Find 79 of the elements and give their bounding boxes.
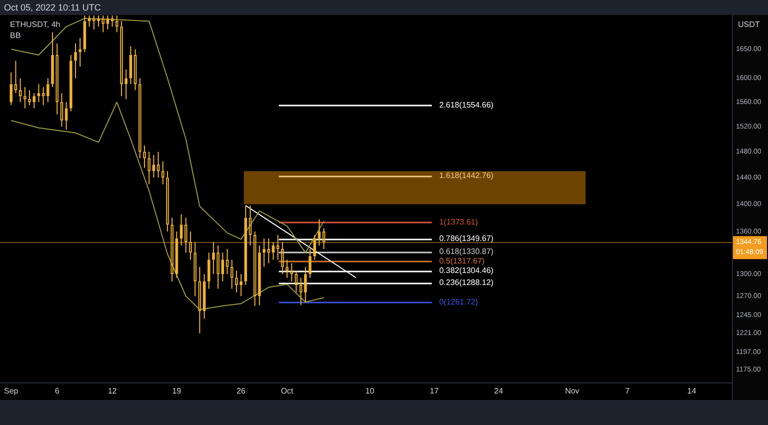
candlestick xyxy=(294,270,298,293)
candlestick xyxy=(162,160,164,185)
candlestick xyxy=(37,84,40,103)
candlestick xyxy=(60,92,64,128)
candlestick xyxy=(64,102,68,130)
ref-line-label: 0.618(1330.87) xyxy=(439,247,494,256)
x-tick-label: 12 xyxy=(108,386,118,396)
ref-line-label: 0.236(1288.12) xyxy=(439,278,494,287)
candlestick xyxy=(290,262,294,282)
candlestick xyxy=(46,78,50,103)
candlestick xyxy=(78,37,82,68)
candlestick xyxy=(175,231,178,278)
x-tick-label: 19 xyxy=(172,386,182,396)
candlestick xyxy=(184,217,188,254)
candlestick xyxy=(83,15,86,53)
candlestick xyxy=(248,205,252,246)
x-tick-label: 17 xyxy=(430,386,440,396)
annotation: BB xyxy=(10,31,21,40)
candlestick xyxy=(322,228,326,250)
y-axis-title: USDT xyxy=(738,20,760,30)
x-tick-label: 7 xyxy=(625,386,630,396)
candlestick xyxy=(276,234,280,260)
candlestick xyxy=(308,248,312,278)
x-tick-label: 10 xyxy=(365,386,375,396)
ref-line-label: 0(1261.72) xyxy=(439,298,478,307)
candlestick xyxy=(226,248,229,275)
candlestick xyxy=(24,86,26,109)
candlestick xyxy=(258,245,261,306)
ref-line-label: 1.618(1442.76) xyxy=(439,171,494,180)
chart-subtitle: Oct 05, 2022 10:11 UTC xyxy=(4,2,102,12)
candlestick xyxy=(18,78,22,103)
candlestick xyxy=(42,86,45,106)
candlestick xyxy=(221,252,224,282)
ref-line-label: 0.5(1317.67) xyxy=(439,256,485,266)
candlestick xyxy=(134,48,137,91)
candlestick xyxy=(166,170,169,232)
candlestick xyxy=(14,60,18,94)
ref-line-label: 1(1373.61) xyxy=(439,217,478,226)
candlestick xyxy=(156,151,160,178)
candlestick xyxy=(129,46,132,85)
candlestick xyxy=(272,242,275,260)
candlestick xyxy=(244,205,248,286)
candlestick xyxy=(281,242,284,275)
ref-line-label: 2.618(1554.66) xyxy=(439,100,494,110)
x-tick-label: 26 xyxy=(236,386,246,396)
candlestick xyxy=(180,214,183,246)
candlestick xyxy=(202,274,206,320)
candlestick xyxy=(74,43,77,79)
candlestick xyxy=(189,231,192,260)
x-tick-label: 24 xyxy=(494,386,504,396)
candlestick xyxy=(299,277,302,306)
candlestick xyxy=(230,259,234,290)
candlestick xyxy=(152,154,156,178)
candlestick xyxy=(70,54,72,112)
candlestick xyxy=(143,144,146,168)
candlestick xyxy=(10,72,12,106)
candlestick xyxy=(106,15,110,30)
candlestick xyxy=(198,266,202,334)
ref-line-label: 0.786(1349.67) xyxy=(439,234,494,243)
ref-line-label: 0.382(1304.46) xyxy=(439,266,494,276)
candlestick xyxy=(267,238,270,264)
candlestick xyxy=(253,231,256,306)
candlestick xyxy=(170,217,174,282)
candlestick xyxy=(116,15,118,33)
candlestick xyxy=(318,218,321,246)
candlestick xyxy=(207,252,210,290)
x-tick-label: 6 xyxy=(54,386,60,396)
x-tick-label: Nov xyxy=(565,386,580,396)
candlestick xyxy=(286,259,288,278)
candlestick xyxy=(313,234,316,260)
x-tick-label: 14 xyxy=(687,386,697,396)
candlestick xyxy=(148,151,150,185)
candlestick xyxy=(138,78,142,159)
x-tick-label: Sep xyxy=(4,386,19,396)
candlestick xyxy=(304,266,307,303)
candlestick xyxy=(262,238,266,268)
text: ETHUSDT, 4h xyxy=(10,20,60,30)
candlestick xyxy=(194,242,196,297)
x-tick-label: Oct xyxy=(280,386,294,396)
